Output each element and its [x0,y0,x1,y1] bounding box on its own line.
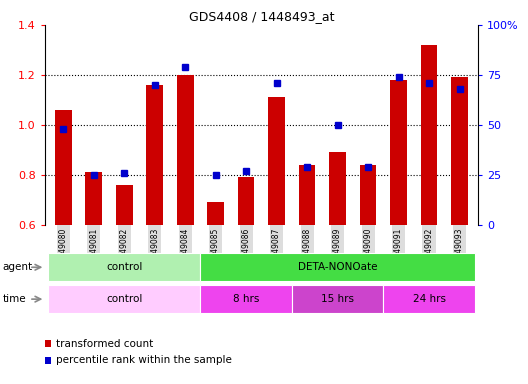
Text: percentile rank within the sample: percentile rank within the sample [56,355,232,365]
Bar [421,45,437,225]
Bar [451,78,468,225]
Text: GDS4408 / 1448493_at: GDS4408 / 1448493_at [188,10,334,23]
Bar [55,110,72,225]
Text: time: time [3,294,26,304]
Text: 24 hrs: 24 hrs [412,294,446,304]
Bar [268,98,285,225]
Bar [390,80,407,225]
Bar [299,165,316,225]
Bar [238,177,254,225]
Bar [86,172,102,225]
Bar [177,75,194,225]
Bar [360,165,376,225]
Text: agent: agent [3,262,33,272]
Text: DETA-NONOate: DETA-NONOate [298,262,378,272]
Text: 8 hrs: 8 hrs [233,294,259,304]
Bar [329,152,346,225]
Text: 15 hrs: 15 hrs [321,294,354,304]
Bar [146,85,163,225]
Bar [116,185,133,225]
Text: control: control [106,262,143,272]
Bar [207,202,224,225]
Text: control: control [106,294,143,304]
Text: transformed count: transformed count [56,339,153,349]
